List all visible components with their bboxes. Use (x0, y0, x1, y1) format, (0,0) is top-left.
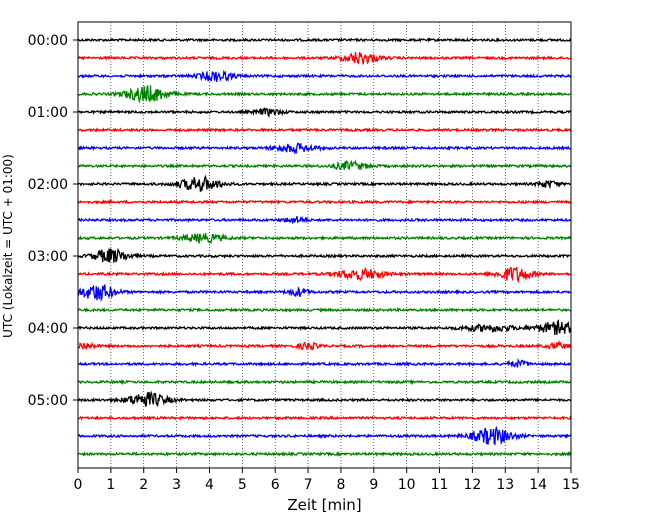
trace-7 (77, 159, 571, 171)
vertical-gridlines (110, 22, 539, 468)
trace-1 (77, 52, 572, 65)
trace-23 (77, 451, 572, 457)
y-tick-label-3: 03:00 (28, 249, 68, 265)
x-axis-label: Zeit [min] (287, 496, 361, 514)
trace-11 (77, 232, 572, 244)
y-tick-label-1: 01:00 (28, 105, 68, 121)
trace-6 (77, 142, 572, 155)
y-tick-label-4: 04:00 (28, 321, 68, 337)
trace-21 (78, 415, 572, 421)
x-tick-label-12: 12 (463, 477, 481, 493)
trace-17 (77, 339, 572, 351)
x-tick-label-7: 7 (304, 477, 313, 493)
trace-2 (77, 69, 572, 83)
y-axis-label: UTC (Lokalzeit = UTC + 01:00) (1, 154, 15, 338)
x-tick-label-5: 5 (238, 477, 247, 493)
trace-4 (77, 107, 572, 119)
trace-18 (77, 357, 572, 368)
trace-5 (77, 127, 572, 133)
x-tick-label-11: 11 (431, 477, 449, 493)
trace-15 (77, 307, 572, 313)
trace-13 (77, 266, 572, 284)
trace-10 (77, 215, 572, 224)
trace-3 (77, 85, 572, 104)
trace-19 (77, 378, 572, 386)
x-tick-label-0: 0 (74, 477, 83, 493)
trace-22 (77, 425, 572, 446)
x-tick-label-8: 8 (336, 477, 345, 493)
y-axis: 00:00 01:00 02:00 03:00 04:00 05:00 (28, 33, 78, 409)
seismogram-traces (77, 37, 572, 457)
y-tick-label-0: 00:00 (28, 33, 68, 49)
x-tick-label-4: 4 (205, 477, 214, 493)
y-tick-label-2: 02:00 (28, 177, 68, 193)
trace-0 (77, 37, 571, 43)
x-tick-label-14: 14 (529, 477, 547, 493)
trace-20 (77, 390, 572, 408)
x-tick-label-2: 2 (139, 477, 148, 493)
y-tick-label-5: 05:00 (28, 393, 68, 409)
trace-9 (77, 199, 572, 205)
x-tick-label-1: 1 (106, 477, 115, 493)
x-tick-label-9: 9 (369, 477, 378, 493)
x-tick-label-15: 15 (562, 477, 580, 493)
x-tick-label-13: 13 (496, 477, 514, 493)
trace-14 (77, 284, 572, 303)
trace-16 (77, 319, 572, 335)
x-tick-label-6: 6 (271, 477, 280, 493)
x-tick-label-3: 3 (172, 477, 181, 493)
plot-frame (77, 21, 572, 469)
x-tick-label-10: 10 (398, 477, 416, 493)
trace-8 (77, 174, 572, 192)
trace-12 (77, 247, 572, 263)
x-axis: 0 1 2 3 4 5 6 7 8 9 10 11 12 13 14 15 (74, 468, 580, 493)
